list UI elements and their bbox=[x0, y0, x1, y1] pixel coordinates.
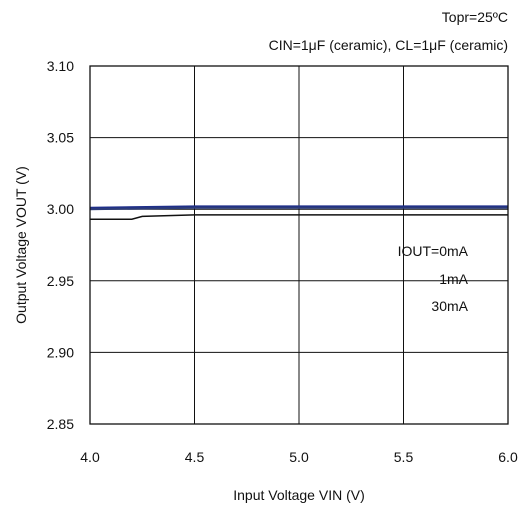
x-tick-labels: 4.0 4.5 5.0 5.5 6.0 bbox=[80, 449, 518, 465]
x-axis-label: Input Voltage VIN (V) bbox=[233, 487, 365, 503]
x-tick-label: 4.5 bbox=[185, 449, 205, 465]
y-tick-labels: 2.85 2.90 2.95 3.00 3.05 3.10 bbox=[47, 58, 74, 432]
x-tick-label: 5.5 bbox=[394, 449, 414, 465]
series-lines bbox=[89, 205, 508, 220]
series-line-30ma bbox=[90, 214, 508, 220]
y-tick-label: 2.90 bbox=[47, 344, 74, 360]
y-tick-label: 3.00 bbox=[47, 201, 74, 217]
y-axis-label: Output Voltage VOUT (V) bbox=[13, 166, 29, 324]
y-tick-label: 3.05 bbox=[47, 130, 74, 146]
legend-entry-iout-0ma: IOUT=0mA bbox=[398, 243, 469, 259]
legend-entry-30ma: 30mA bbox=[431, 298, 468, 314]
y-tick-label: 2.95 bbox=[47, 273, 74, 289]
x-tick-label: 6.0 bbox=[498, 449, 518, 465]
y-tick-label: 3.10 bbox=[47, 58, 74, 74]
x-tick-label: 4.0 bbox=[80, 449, 100, 465]
plot-frame bbox=[89, 65, 509, 425]
series-line-1ma bbox=[89, 206, 508, 211]
x-tick-label: 5.0 bbox=[289, 449, 309, 465]
legend-entry-1ma: 1mA bbox=[439, 271, 468, 287]
series-line-iout-0ma bbox=[89, 205, 508, 209]
chart-title-line-1: Topr=25ºC bbox=[442, 9, 508, 25]
chart-title-line-2: CIN=1μF (ceramic), CL=1μF (ceramic) bbox=[269, 37, 508, 53]
y-tick-label: 2.85 bbox=[47, 416, 74, 432]
